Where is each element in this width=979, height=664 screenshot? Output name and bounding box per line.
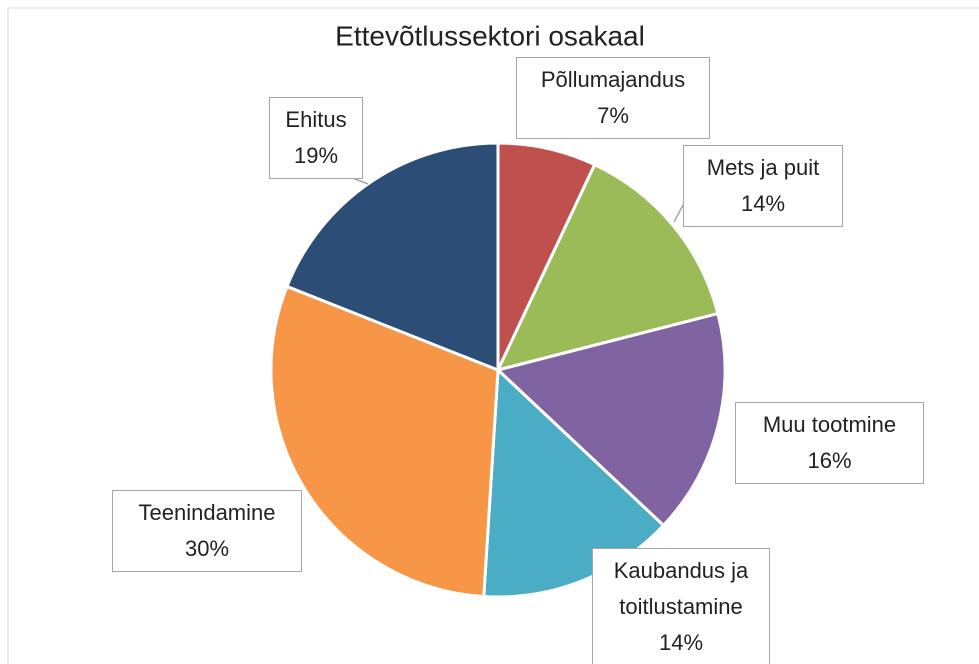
data-label: Kaubandus ja toitlustamine 14% <box>592 548 770 664</box>
pie-slice <box>494 311 727 528</box>
pie-slice <box>482 366 666 599</box>
data-label: Teenindamine 30% <box>112 490 302 572</box>
pie-slice <box>495 162 720 373</box>
label-value: 30% <box>184 536 230 561</box>
label-name: Muu tootmine <box>762 412 897 437</box>
pie <box>269 141 727 599</box>
label-value: 19% <box>293 143 339 168</box>
data-label: Muu tootmine 16% <box>735 402 924 484</box>
data-label: Ehitus 19% <box>269 97 363 179</box>
label-value: 7% <box>597 103 629 128</box>
label-value: 14% <box>658 630 704 655</box>
label-name: Kaubandus ja toitlustamine <box>613 558 749 619</box>
label-name: Ehitus <box>285 107 347 132</box>
data-label: Mets ja puit 14% <box>683 145 843 227</box>
chart-title: Ettevõtlussektori osakaal <box>335 20 645 51</box>
label-value: 16% <box>807 448 852 473</box>
label-name: Teenindamine <box>138 500 276 525</box>
label-name: Mets ja puit <box>706 155 820 180</box>
pie-slice <box>269 284 500 599</box>
label-name: Põllumajandus <box>540 67 686 92</box>
data-label: Põllumajandus 7% <box>516 57 710 139</box>
leader-line <box>673 204 684 223</box>
label-value: 14% <box>740 191 786 216</box>
pie-slice <box>284 141 500 373</box>
